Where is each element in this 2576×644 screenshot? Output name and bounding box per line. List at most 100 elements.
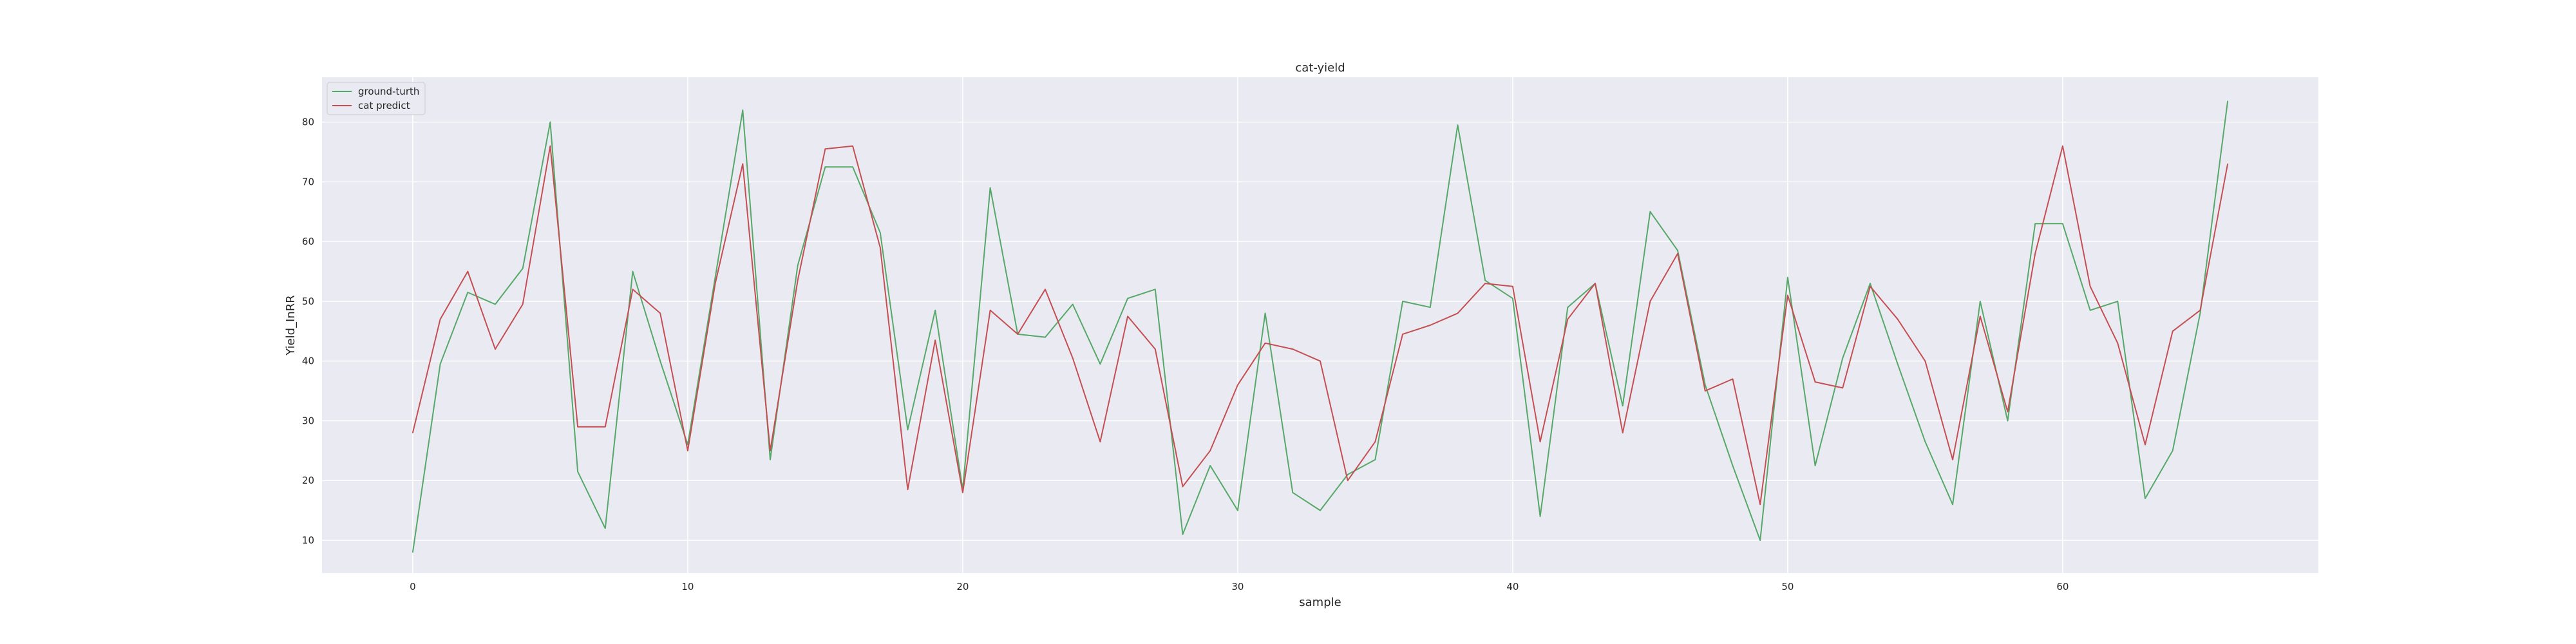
data-point-cat-predict	[412, 432, 413, 433]
x-tick-label: 60	[2056, 581, 2069, 592]
data-point-ground-turth	[1677, 250, 1678, 251]
data-point-ground-turth	[1842, 357, 1844, 359]
data-point-cat-predict	[880, 247, 881, 249]
data-point-cat-predict	[1320, 360, 1321, 362]
data-point-ground-turth	[1759, 540, 1761, 541]
data-point-ground-turth	[1182, 533, 1184, 535]
data-point-cat-predict	[2089, 285, 2091, 287]
y-tick-label: 10	[302, 535, 314, 546]
data-point-cat-predict	[1347, 480, 1349, 481]
data-point-cat-predict	[495, 348, 496, 350]
data-point-ground-turth	[770, 459, 771, 460]
data-point-cat-predict	[1842, 387, 1844, 389]
data-point-ground-turth	[1099, 363, 1101, 365]
data-point-cat-predict	[1402, 334, 1403, 335]
data-point-cat-predict	[1209, 450, 1211, 451]
y-tick-label: 30	[302, 415, 314, 426]
data-point-cat-predict	[1732, 378, 1734, 380]
data-point-cat-predict	[1072, 357, 1074, 359]
data-point-cat-predict	[1484, 283, 1486, 284]
y-axis-title: Yield_InRR	[284, 295, 298, 356]
data-point-cat-predict	[1567, 318, 1569, 320]
data-point-ground-turth	[1705, 384, 1706, 386]
data-point-cat-predict	[1264, 343, 1266, 344]
data-point-cat-predict	[2062, 145, 2063, 147]
y-tick-label: 70	[302, 176, 314, 187]
data-point-ground-turth	[1127, 298, 1128, 299]
data-point-ground-turth	[1292, 492, 1294, 493]
data-point-ground-turth	[1374, 459, 1376, 460]
data-point-ground-turth	[2062, 223, 2063, 225]
plot-area	[322, 77, 2318, 573]
data-point-cat-predict	[1924, 360, 1926, 362]
data-point-cat-predict	[742, 163, 744, 165]
data-point-ground-turth	[1732, 465, 1734, 466]
data-point-cat-predict	[1759, 504, 1761, 506]
y-tick-label: 60	[302, 236, 314, 247]
data-point-ground-turth	[1649, 211, 1651, 213]
legend: ground-turth cat predict	[327, 82, 426, 115]
data-point-ground-turth	[439, 363, 441, 365]
data-point-ground-turth	[2117, 301, 2119, 302]
data-point-ground-turth	[2007, 420, 2009, 422]
y-tick-label: 40	[302, 355, 314, 367]
data-point-cat-predict	[439, 318, 441, 320]
tick-labels: 0 10 20 30 40 50 60 10 20 30 40 50 60 70 80	[302, 117, 2069, 592]
y-tick-label: 80	[302, 117, 314, 128]
data-point-ground-turth	[1484, 279, 1486, 281]
data-point-cat-predict	[824, 148, 826, 150]
data-point-ground-turth	[742, 109, 744, 111]
data-point-ground-turth	[1924, 441, 1926, 442]
data-point-cat-predict	[907, 489, 909, 490]
data-point-cat-predict	[1814, 381, 1816, 383]
data-point-ground-turth	[852, 166, 853, 168]
data-point-cat-predict	[2034, 252, 2036, 254]
data-point-cat-predict	[605, 426, 606, 428]
data-point-ground-turth	[412, 551, 413, 553]
x-tick-label: 40	[1506, 581, 1519, 592]
y-tick-label: 50	[302, 296, 314, 307]
data-point-cat-predict	[1539, 441, 1541, 442]
data-point-ground-turth	[605, 527, 606, 529]
data-point-ground-turth	[659, 360, 661, 362]
data-point-ground-turth	[1045, 336, 1046, 338]
data-point-ground-turth	[522, 268, 524, 269]
data-point-cat-predict	[1292, 348, 1294, 350]
data-point-cat-predict	[687, 450, 688, 451]
data-point-ground-turth	[907, 429, 909, 431]
data-point-cat-predict	[1595, 283, 1596, 284]
data-point-ground-turth	[1457, 124, 1459, 126]
data-point-cat-predict	[1512, 285, 1513, 287]
data-point-cat-predict	[467, 270, 469, 272]
series-layer	[412, 100, 2229, 553]
data-point-cat-predict	[2145, 444, 2146, 446]
data-point-ground-turth	[1237, 509, 1238, 511]
legend-label-ground-turth: ground-turth	[358, 86, 419, 97]
data-point-cat-predict	[2199, 310, 2201, 311]
x-tick-label: 0	[410, 581, 416, 592]
data-point-cat-predict	[549, 145, 551, 147]
data-point-cat-predict	[1045, 289, 1046, 290]
data-point-cat-predict	[1237, 384, 1238, 386]
data-point-ground-turth	[1980, 301, 1981, 302]
data-point-ground-turth	[2172, 450, 2174, 451]
data-point-cat-predict	[2007, 411, 2009, 413]
data-point-ground-turth	[1787, 277, 1788, 278]
data-point-cat-predict	[1457, 312, 1459, 314]
data-point-ground-turth	[1155, 289, 1156, 290]
data-point-cat-predict	[962, 492, 963, 493]
x-axis-title: sample	[1299, 596, 1341, 609]
x-tick-label: 20	[956, 581, 969, 592]
data-point-ground-turth	[1567, 307, 1569, 308]
data-point-cat-predict	[522, 303, 524, 305]
data-point-ground-turth	[2199, 312, 2201, 314]
data-point-ground-turth	[1897, 363, 1899, 365]
data-point-cat-predict	[1374, 441, 1376, 442]
data-point-cat-predict	[934, 339, 936, 341]
data-point-ground-turth	[824, 166, 826, 168]
data-point-cat-predict	[770, 450, 771, 451]
data-point-cat-predict	[1182, 486, 1184, 488]
data-point-ground-turth	[1512, 298, 1513, 299]
data-point-cat-predict	[1897, 318, 1899, 320]
data-point-cat-predict	[1705, 390, 1706, 392]
